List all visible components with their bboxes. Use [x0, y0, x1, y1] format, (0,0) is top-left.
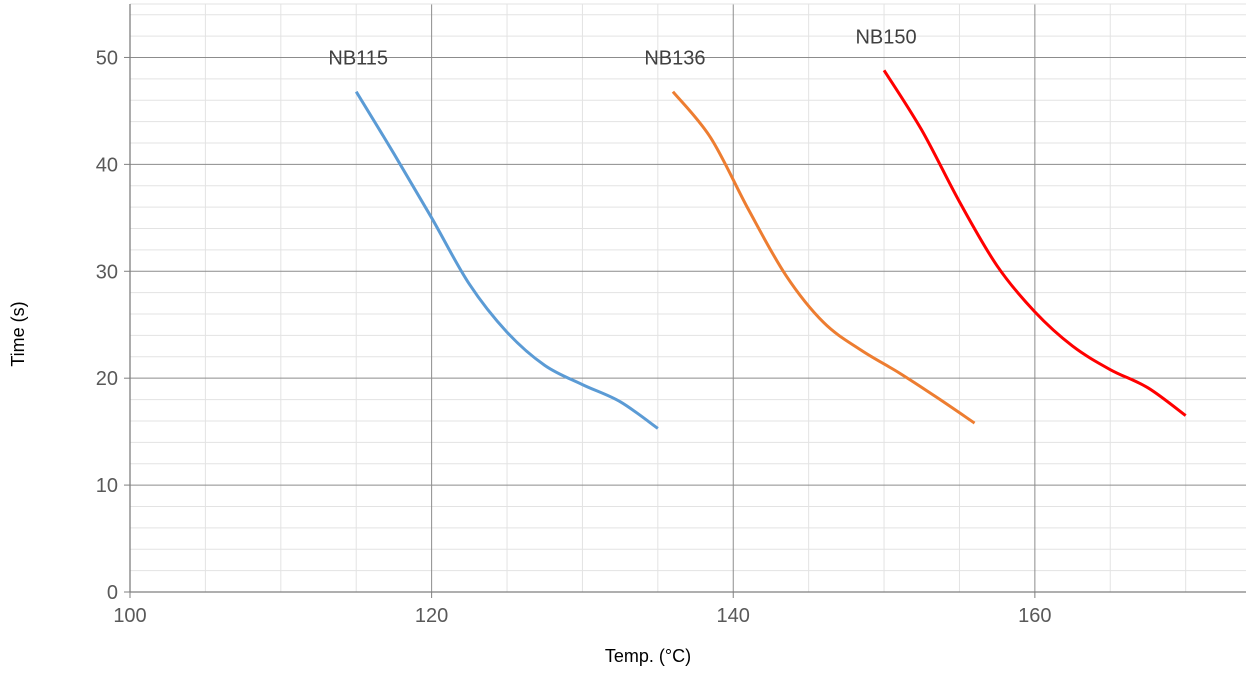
- y-tick-label: 10: [96, 475, 118, 497]
- x-tick-label: 160: [1018, 605, 1051, 627]
- y-tick-labels: 0 10 20 30 40 50: [96, 47, 118, 604]
- x-tick-label: 120: [415, 605, 448, 627]
- series-line-nb150: [882, 69, 1187, 417]
- y-tick-label: 30: [96, 261, 118, 283]
- axes: [124, 4, 1246, 598]
- x-tick-labels: 100 120 140 160: [113, 605, 1051, 627]
- major-gridlines: [130, 3, 1246, 592]
- y-tick-label: 40: [96, 154, 118, 176]
- series-label-nb115: NB115: [328, 48, 388, 70]
- series-labels: NB115 NB136 NB150: [328, 26, 916, 69]
- series-layer: [354, 69, 1187, 430]
- series-label-nb150: NB150: [855, 26, 916, 48]
- series-line-nb115: [354, 90, 659, 430]
- series-label-nb136: NB136: [644, 48, 705, 70]
- y-tick-label: 20: [96, 368, 118, 390]
- y-tick-label: 50: [96, 47, 118, 69]
- minor-gridlines: [130, 4, 1246, 592]
- series-line-nb136: [671, 90, 976, 425]
- y-axis-title: Time (s): [8, 301, 28, 366]
- x-tick-label: 100: [113, 605, 146, 627]
- x-tick-label: 140: [717, 605, 750, 627]
- x-axis-title: Temp. (°C): [605, 646, 691, 666]
- y-tick-label: 0: [107, 582, 118, 604]
